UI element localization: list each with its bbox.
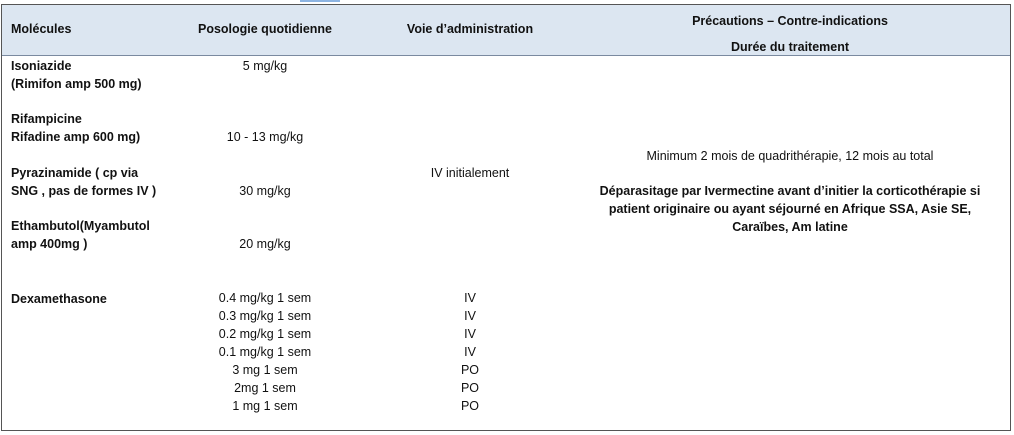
- molecule-pyrazinamide: Pyrazinamide ( cp via: [11, 166, 139, 180]
- header-route: Voie d’administration: [406, 22, 534, 36]
- dose-step: 0.4 mg/kg 1 sem: [218, 291, 312, 305]
- dose-ethambutol: 20 mg/kg: [239, 237, 291, 251]
- header-duration: Durée du traitement: [730, 40, 850, 54]
- dose-step: 0.2 mg/kg 1 sem: [218, 327, 312, 341]
- deparasitage-line-3: Caraïbes, Am latine: [732, 220, 848, 234]
- route-initial: IV initialement: [430, 166, 510, 180]
- dose-step: 1 mg 1 sem: [232, 399, 298, 413]
- molecule-isoniazide-detail: (Rimifon amp 500 mg): [11, 77, 142, 91]
- route-step: IV: [464, 327, 476, 341]
- route-dexamethasone-schedule: IV IV IV IV PO PO PO: [370, 289, 570, 415]
- header-dosage: Posologie quotidienne: [197, 22, 333, 36]
- dose-pyrazinamide: 30 mg/kg: [239, 184, 291, 198]
- molecule-ethambutol: Ethambutol(Myambutol: [11, 219, 150, 233]
- dose-isoniazide: 5 mg/kg: [242, 59, 288, 73]
- dose-step: 0.3 mg/kg 1 sem: [218, 309, 312, 323]
- deparasitage-line-1: Déparasitage par Ivermectine avant d’ini…: [599, 184, 981, 198]
- route-step: PO: [460, 363, 480, 377]
- molecule-pyrazinamide-detail: SNG , pas de formes IV ): [11, 184, 157, 198]
- treatment-table: [1, 4, 1011, 431]
- dose-dexamethasone-schedule: 0.4 mg/kg 1 sem 0.3 mg/kg 1 sem 0.2 mg/k…: [165, 289, 365, 415]
- molecule-rifampicine-detail: Rifadine amp 600 mg): [11, 130, 141, 144]
- route-step: PO: [460, 399, 480, 413]
- molecule-ethambutol-detail: amp 400mg ): [11, 237, 88, 251]
- route-step: PO: [460, 381, 480, 395]
- molecule-dexamethasone: Dexamethasone: [11, 292, 107, 306]
- route-step: IV: [464, 291, 476, 305]
- molecule-rifampicine: Rifampicine: [11, 112, 82, 126]
- header-precautions: Précautions – Contre-indications: [692, 14, 888, 28]
- molecule-isoniazide: Isoniazide: [11, 59, 72, 73]
- dose-step: 0.1 mg/kg 1 sem: [218, 345, 312, 359]
- dose-step: 3 mg 1 sem: [232, 363, 298, 377]
- treatment-duration: Minimum 2 mois de quadrithérapie, 12 moi…: [646, 149, 934, 163]
- dose-rifampicine: 10 - 13 mg/kg: [226, 130, 304, 144]
- header-molecules: Molécules: [11, 22, 72, 36]
- deparasitage-line-2: patient originaire ou ayant séjourné en …: [608, 202, 972, 216]
- decorative-underline: [300, 0, 340, 2]
- dose-step: 2mg 1 sem: [234, 381, 296, 395]
- route-step: IV: [464, 345, 476, 359]
- route-step: IV: [464, 309, 476, 323]
